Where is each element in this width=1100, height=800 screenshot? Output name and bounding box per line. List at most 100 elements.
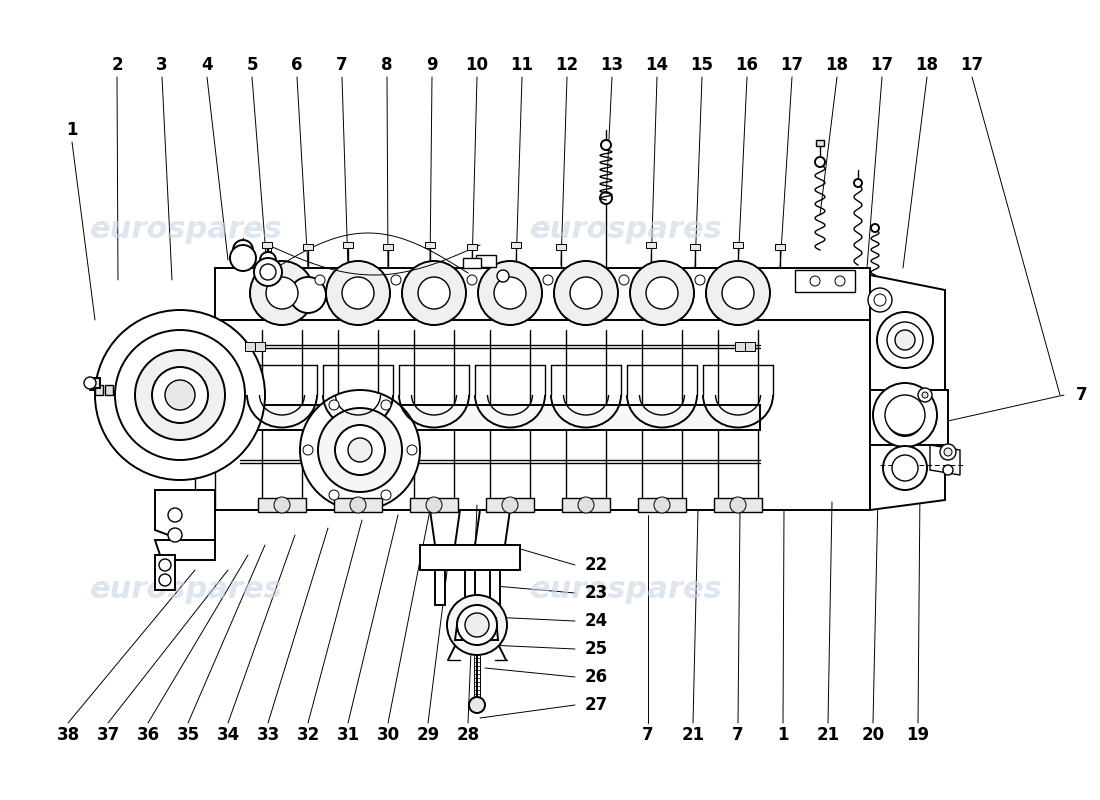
Circle shape xyxy=(815,157,825,167)
Text: 11: 11 xyxy=(510,56,534,74)
Circle shape xyxy=(494,277,526,309)
Bar xyxy=(870,390,948,445)
Text: 23: 23 xyxy=(585,584,608,602)
Circle shape xyxy=(336,425,385,475)
Circle shape xyxy=(922,392,928,398)
Circle shape xyxy=(854,179,862,187)
Circle shape xyxy=(543,275,553,285)
Circle shape xyxy=(810,276,820,286)
Text: 10: 10 xyxy=(465,56,488,74)
Circle shape xyxy=(135,350,226,440)
Polygon shape xyxy=(195,430,214,510)
Circle shape xyxy=(254,258,282,286)
Text: 27: 27 xyxy=(585,696,608,714)
Circle shape xyxy=(943,465,953,475)
Bar xyxy=(776,244,785,250)
Circle shape xyxy=(381,490,390,500)
Bar xyxy=(255,342,265,351)
Text: 1: 1 xyxy=(66,121,78,139)
Circle shape xyxy=(381,400,390,410)
Text: 13: 13 xyxy=(601,56,624,74)
Bar xyxy=(383,244,393,250)
Text: 17: 17 xyxy=(960,56,983,74)
Circle shape xyxy=(160,574,170,586)
Circle shape xyxy=(886,395,925,435)
Circle shape xyxy=(497,270,509,282)
Text: 5: 5 xyxy=(246,56,257,74)
Text: 18: 18 xyxy=(825,56,848,74)
Circle shape xyxy=(274,497,290,513)
Circle shape xyxy=(250,261,314,325)
Circle shape xyxy=(654,497,670,513)
Text: 7: 7 xyxy=(642,726,653,744)
Text: 8: 8 xyxy=(382,56,393,74)
Bar xyxy=(690,244,700,250)
Bar xyxy=(733,242,742,248)
Text: 20: 20 xyxy=(861,726,884,744)
Circle shape xyxy=(168,508,182,522)
Bar xyxy=(512,242,521,248)
Circle shape xyxy=(883,446,927,490)
Text: 36: 36 xyxy=(136,726,160,744)
Text: 31: 31 xyxy=(337,726,360,744)
Text: 38: 38 xyxy=(56,726,79,744)
Bar xyxy=(410,498,458,512)
Circle shape xyxy=(887,400,923,436)
Text: 4: 4 xyxy=(201,56,212,74)
Circle shape xyxy=(940,444,956,460)
Circle shape xyxy=(260,252,276,268)
Circle shape xyxy=(342,277,374,309)
Circle shape xyxy=(871,224,879,232)
Circle shape xyxy=(469,697,485,713)
Polygon shape xyxy=(230,405,760,430)
Bar xyxy=(258,498,306,512)
Bar xyxy=(638,498,686,512)
Circle shape xyxy=(260,264,276,280)
Text: 33: 33 xyxy=(256,726,279,744)
Bar xyxy=(476,255,496,267)
Circle shape xyxy=(895,330,915,350)
Text: 21: 21 xyxy=(681,726,705,744)
Circle shape xyxy=(874,294,886,306)
Circle shape xyxy=(168,528,182,542)
Circle shape xyxy=(578,497,594,513)
Text: 2: 2 xyxy=(111,56,123,74)
Circle shape xyxy=(418,277,450,309)
Circle shape xyxy=(329,490,339,500)
Polygon shape xyxy=(460,605,494,618)
Text: eurospares: eurospares xyxy=(90,215,283,245)
Circle shape xyxy=(868,288,892,312)
Text: 17: 17 xyxy=(780,56,804,74)
Circle shape xyxy=(426,497,442,513)
Text: 22: 22 xyxy=(585,556,608,574)
Circle shape xyxy=(892,455,918,481)
Circle shape xyxy=(570,277,602,309)
Circle shape xyxy=(165,380,195,410)
Text: 1: 1 xyxy=(778,726,789,744)
Polygon shape xyxy=(434,570,446,605)
Polygon shape xyxy=(214,320,870,510)
Polygon shape xyxy=(420,545,520,570)
Circle shape xyxy=(233,240,253,260)
Circle shape xyxy=(402,261,466,325)
Circle shape xyxy=(84,377,96,389)
Text: 37: 37 xyxy=(97,726,120,744)
Text: 24: 24 xyxy=(585,612,608,630)
Circle shape xyxy=(447,595,507,655)
Polygon shape xyxy=(490,570,500,605)
Circle shape xyxy=(390,275,402,285)
Text: 26: 26 xyxy=(585,668,608,686)
Bar xyxy=(88,378,100,388)
Bar xyxy=(795,270,855,292)
Text: 16: 16 xyxy=(736,56,759,74)
Circle shape xyxy=(478,261,542,325)
Bar xyxy=(463,258,481,268)
Bar xyxy=(816,140,824,146)
Circle shape xyxy=(329,400,339,410)
Circle shape xyxy=(722,277,754,309)
Text: 35: 35 xyxy=(176,726,199,744)
Bar xyxy=(343,242,353,248)
Circle shape xyxy=(456,605,497,645)
Circle shape xyxy=(465,613,490,637)
Polygon shape xyxy=(870,275,945,510)
